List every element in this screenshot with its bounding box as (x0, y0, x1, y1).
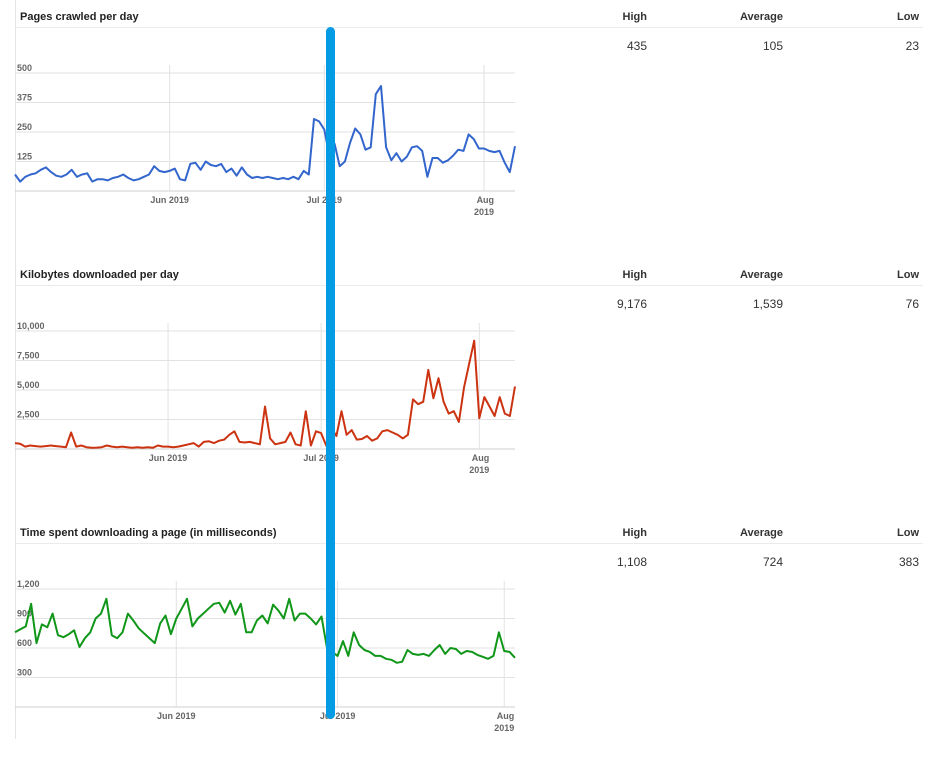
x-tick-label: Aug (472, 453, 490, 463)
y-tick-label: 10,000 (17, 321, 45, 331)
series-line (14, 597, 516, 664)
high-value: 435 (626, 39, 647, 53)
y-tick-label: 2,500 (17, 410, 40, 420)
left-divider (15, 0, 16, 739)
average-header: Average (739, 527, 783, 539)
series-line (14, 339, 516, 449)
x-tick-label: 2019 (474, 207, 494, 217)
x-tick-label: 2019 (494, 723, 514, 733)
high-header: High (622, 269, 647, 281)
chart-section: Pages crawled per day High Average Low 4… (0, 11, 943, 261)
header-divider (15, 285, 923, 286)
chart-title: Pages crawled per day (20, 11, 139, 23)
y-tick-label: 125 (17, 152, 32, 162)
line-chart: 10,000 7,500 5,000 2,500 Jun 2019 Jul 2019 Aug… (14, 321, 516, 475)
average-value: 105 (762, 39, 783, 53)
series-line (14, 85, 516, 183)
high-value: 1,108 (616, 555, 647, 569)
y-tick-label: 900 (17, 609, 32, 619)
y-tick-label: 600 (17, 638, 32, 648)
x-tick-label: Aug (497, 711, 515, 721)
low-header: Low (897, 269, 919, 281)
high-value: 9,176 (616, 297, 647, 311)
vertical-marker-overlay (326, 27, 335, 719)
chart-section: Kilobytes downloaded per day High Averag… (0, 269, 943, 519)
x-tick-label: Jul 2019 (320, 711, 356, 721)
y-tick-label: 375 (17, 93, 32, 103)
y-tick-label: 250 (17, 122, 32, 132)
average-header: Average (739, 269, 783, 281)
line-chart: 500 375 250 125 Jun 2019 Jul 2019 Aug 2019 (14, 63, 516, 217)
chart-title: Time spent downloading a page (in millis… (20, 527, 277, 539)
low-value: 23 (905, 39, 919, 53)
x-tick-label: Jun 2019 (157, 711, 196, 721)
x-tick-label: Aug (477, 195, 495, 205)
y-tick-label: 7,500 (17, 351, 40, 361)
low-header: Low (897, 11, 919, 23)
chart-section: Time spent downloading a page (in millis… (0, 527, 943, 777)
header-divider (15, 543, 923, 544)
x-tick-label: Jun 2019 (149, 453, 188, 463)
header-divider (15, 27, 923, 28)
x-tick-label: 2019 (469, 465, 489, 475)
high-header: High (622, 527, 647, 539)
y-tick-label: 500 (17, 63, 32, 73)
chart-title: Kilobytes downloaded per day (20, 269, 179, 281)
y-tick-label: 1,200 (17, 579, 40, 589)
high-header: High (622, 11, 647, 23)
low-value: 383 (898, 555, 919, 569)
x-tick-label: Jun 2019 (150, 195, 189, 205)
x-tick-label: Jul 2019 (303, 453, 339, 463)
y-tick-label: 5,000 (17, 380, 40, 390)
average-value: 724 (762, 555, 783, 569)
y-tick-label: 300 (17, 668, 32, 678)
line-chart: 1,200 900 600 300 Jun 2019 Jul 2019 Aug 2019 (14, 579, 516, 733)
x-tick-label: Jul 2019 (307, 195, 343, 205)
low-header: Low (897, 527, 919, 539)
average-header: Average (739, 11, 783, 23)
low-value: 76 (905, 297, 919, 311)
average-value: 1,539 (752, 297, 783, 311)
